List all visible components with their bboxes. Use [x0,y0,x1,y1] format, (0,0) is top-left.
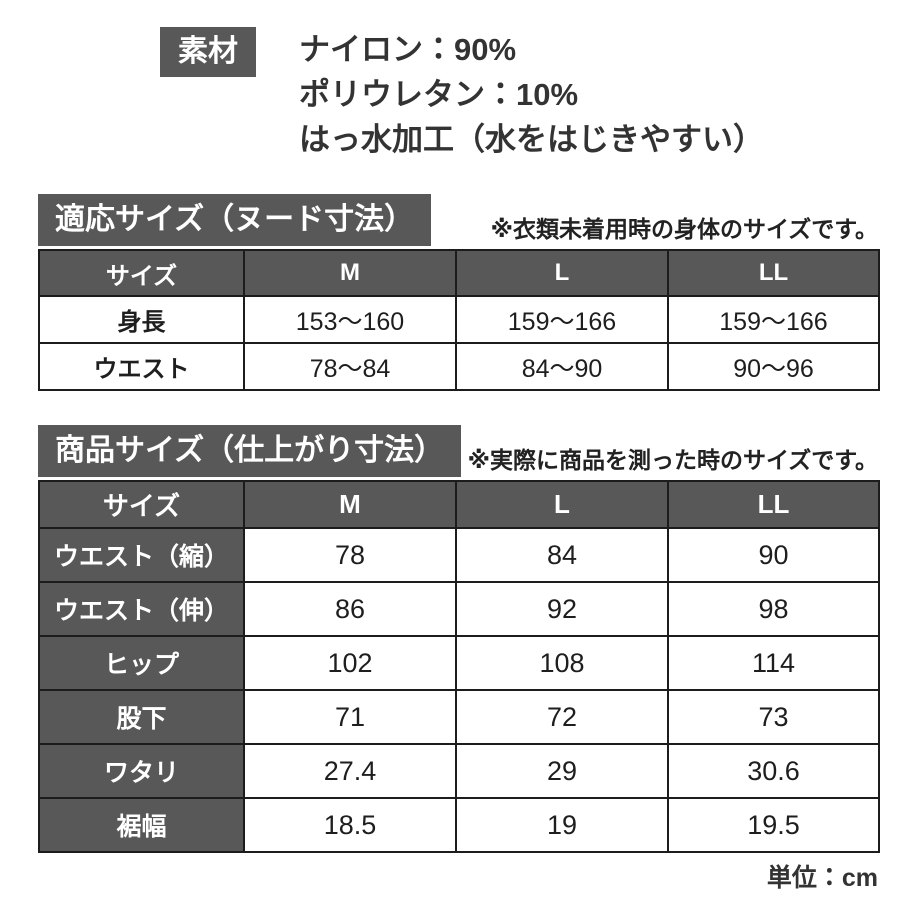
unit-label: 単位：cm [766,864,878,892]
value-cell: 102 [243,635,457,691]
value-cell: 78 [243,527,457,583]
row-label: 股下 [38,689,245,745]
value-cell: 84～90 [455,342,669,391]
value-cell: 30.6 [667,743,880,799]
row-label: 身長 [38,295,245,344]
material-line-treatment: はっ水加工（水をはじきやすい） [299,122,764,157]
nude-size-title-badge: 適応サイズ（ヌード寸法） [38,194,432,246]
value-cell: 90 [667,527,880,583]
header-cell-ll: LL [667,249,880,297]
product-size-table: サイズ M L LL ウエスト（縮） 78 84 90 ウエスト（伸） 86 9… [38,480,880,853]
value-cell: 98 [667,581,880,637]
nude-size-section: 適応サイズ（ヌード寸法） ※衣類未着用時の身体のサイズです。 サイズ M L L… [38,194,880,391]
nude-size-title-row: 適応サイズ（ヌード寸法） ※衣類未着用時の身体のサイズです。 [38,194,878,246]
value-cell: 73 [667,689,880,745]
value-cell: 29 [455,743,669,799]
value-cell: 114 [667,635,880,691]
value-cell: 84 [455,527,669,583]
row-label: ワタリ [38,743,245,799]
value-cell: 90～96 [667,342,880,391]
value-cell: 19.5 [667,797,880,853]
product-size-note: ※実際に商品を測った時のサイズです。 [467,447,878,473]
table-row-hem-width: 裾幅 18.5 19 19.5 [38,797,880,853]
table-row-height: 身長 153～160 159～166 159～166 [38,295,880,344]
header-cell-ll: LL [667,480,880,529]
product-size-section: 商品サイズ（仕上がり寸法） ※実際に商品を測った時のサイズです。 サイズ M L… [38,425,880,853]
value-cell: 19 [455,797,669,853]
value-cell: 78～84 [243,342,457,391]
value-cell: 153～160 [243,295,457,344]
material-line-fabric2: ポリウレタン：10% [299,77,579,112]
row-label: ウエスト [38,342,245,391]
row-label: ウエスト（縮） [38,527,245,583]
value-cell: 71 [243,689,457,745]
product-size-title-badge: 商品サイズ（仕上がり寸法） [38,425,462,477]
product-size-title-row: 商品サイズ（仕上がり寸法） ※実際に商品を測った時のサイズです。 [38,425,878,477]
table-row-inseam: 股下 71 72 73 [38,689,880,745]
value-cell: 159～166 [455,295,669,344]
value-cell: 92 [455,581,669,637]
table-row-hip: ヒップ 102 108 114 [38,635,880,691]
row-label: ウエスト（伸） [38,581,245,637]
row-label: 裾幅 [38,797,245,853]
table-header-row: サイズ M L LL [38,249,880,297]
header-cell-size: サイズ [38,480,245,529]
material-section: 素材 ナイロン：90% ポリウレタン：10% はっ水加工（水をはじきやすい） [160,27,878,162]
header-cell-m: M [243,249,457,297]
table-row-thigh: ワタリ 27.4 29 30.6 [38,743,880,799]
table-header-row: サイズ M L LL [38,480,880,529]
nude-size-table: サイズ M L LL 身長 153～160 159～166 159～166 ウエ… [38,249,880,391]
value-cell: 159～166 [667,295,880,344]
table-row-waist-contracted: ウエスト（縮） 78 84 90 [38,527,880,583]
material-line-fabric1: ナイロン：90% [299,32,517,67]
material-lines: ナイロン：90% ポリウレタン：10% はっ水加工（水をはじきやすい） [299,27,764,162]
material-badge: 素材 [160,27,256,77]
header-cell-m: M [243,480,457,529]
value-cell: 72 [455,689,669,745]
header-cell-size: サイズ [38,249,245,297]
row-label: ヒップ [38,635,245,691]
nude-size-note: ※衣類未着用時の身体のサイズです。 [490,216,878,242]
value-cell: 27.4 [243,743,457,799]
value-cell: 18.5 [243,797,457,853]
value-cell: 108 [455,635,669,691]
value-cell: 86 [243,581,457,637]
table-row-waist-stretched: ウエスト（伸） 86 92 98 [38,581,880,637]
header-cell-l: L [455,480,669,529]
table-row-waist: ウエスト 78～84 84～90 90～96 [38,342,880,391]
header-cell-l: L [455,249,669,297]
